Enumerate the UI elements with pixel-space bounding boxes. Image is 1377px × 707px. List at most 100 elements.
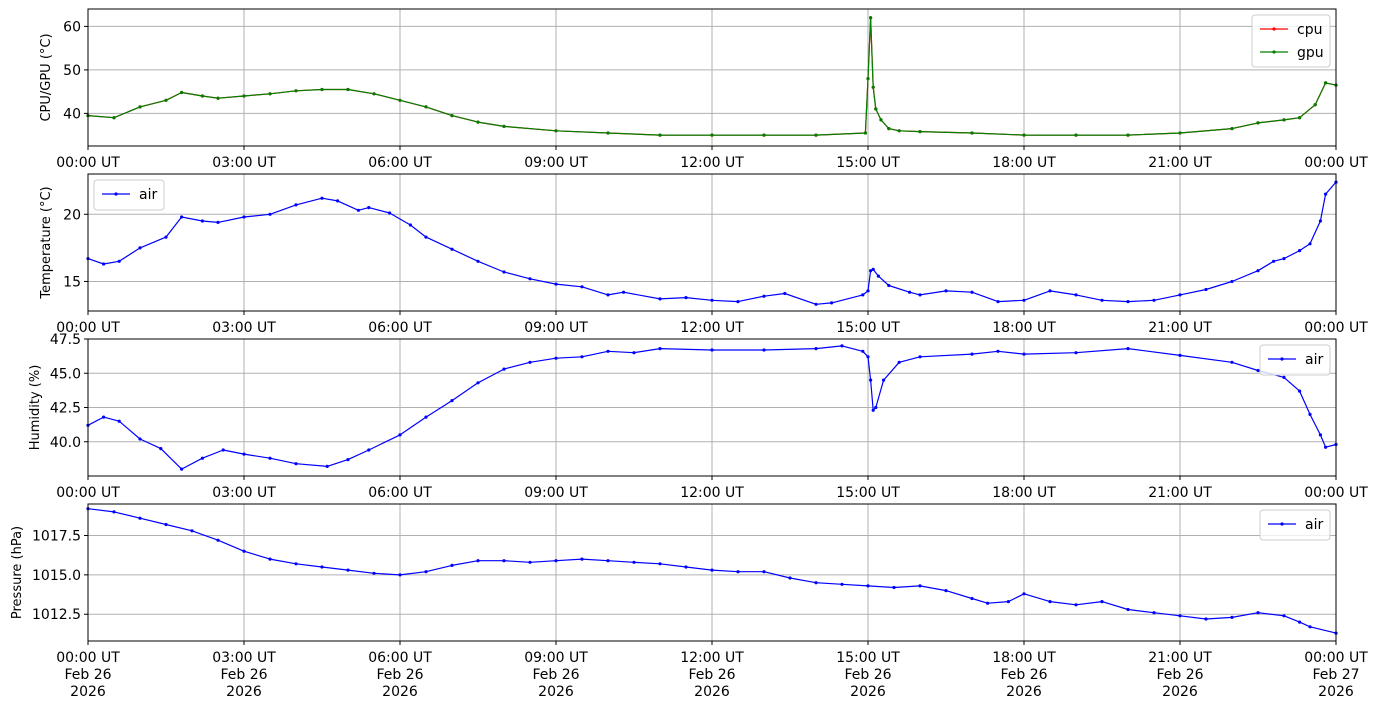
data-point (814, 302, 818, 306)
data-point (869, 378, 873, 382)
x-tick-label: 18:00 UT (992, 485, 1056, 501)
data-point (783, 291, 787, 296)
data-point (242, 215, 246, 219)
data-point (502, 270, 506, 274)
data-point (336, 199, 340, 203)
data-point (710, 348, 714, 352)
data-point (580, 355, 584, 359)
data-point (882, 378, 886, 382)
data-point (424, 235, 428, 239)
x-tick-label: 21:00 UT (1148, 650, 1212, 666)
data-point (346, 568, 350, 572)
data-point (200, 456, 204, 460)
x-tick-date-label: Feb 26 (532, 667, 579, 683)
data-point (216, 96, 220, 100)
x-tick-label: 15:00 UT (836, 485, 900, 501)
data-point (871, 85, 875, 89)
data-point (736, 300, 740, 304)
x-tick-label: 12:00 UT (680, 650, 744, 666)
data-point (1152, 298, 1156, 302)
x-tick-label: 09:00 UT (524, 155, 588, 171)
data-point (138, 437, 142, 441)
data-point (294, 89, 298, 93)
data-point (102, 415, 106, 419)
data-point (1256, 269, 1260, 273)
data-point (268, 557, 272, 561)
data-point (897, 129, 901, 133)
chart-panel-2: 00:00 UT 03:00 UT 06:00 UT 09:00 UT 12:00 UT… (39, 173, 1368, 336)
data-point (1204, 287, 1208, 292)
data-point (1178, 131, 1182, 135)
data-point (476, 381, 480, 385)
data-point (502, 124, 506, 128)
data-point (861, 293, 865, 297)
data-point (528, 277, 532, 281)
data-point (996, 349, 1000, 353)
x-tick-label: 15:00 UT (836, 155, 900, 171)
series-air (86, 180, 1338, 306)
data-point (450, 399, 454, 403)
data-point (159, 447, 163, 451)
legend-label: gpu (1297, 45, 1324, 61)
x-tick-year-label: 2026 (850, 684, 886, 700)
y-axis-label: Temperature (°C) (39, 186, 54, 299)
chart-panel-3: 00:00 UT 03:00 UT 06:00 UT 09:00 UT 12:00 UT… (28, 332, 1368, 501)
data-point (164, 522, 168, 527)
data-point (814, 581, 818, 585)
data-point (814, 347, 818, 351)
data-point (1282, 118, 1286, 122)
data-point (632, 351, 636, 355)
data-point (580, 285, 584, 289)
data-point (1282, 257, 1286, 261)
data-point (1298, 620, 1302, 624)
data-point (346, 458, 350, 462)
data-point (1022, 133, 1026, 137)
legend-swatch-marker (114, 192, 118, 196)
data-point (736, 570, 740, 574)
data-point (294, 562, 298, 566)
data-point (1256, 121, 1260, 125)
data-point (268, 92, 272, 96)
data-point (528, 360, 532, 364)
data-point (632, 560, 636, 564)
data-point (684, 296, 688, 300)
data-point (1100, 600, 1104, 604)
data-point (1298, 389, 1302, 393)
data-point (200, 94, 204, 98)
data-point (869, 269, 873, 273)
x-tick-label: 09:00 UT (524, 650, 588, 666)
data-point (908, 290, 912, 294)
data-point (138, 105, 142, 109)
x-tick-label: 18:00 UT (992, 320, 1056, 336)
data-point (622, 290, 626, 294)
data-point (554, 356, 558, 360)
data-point (580, 557, 584, 561)
data-point (268, 456, 272, 460)
data-point (367, 448, 371, 452)
data-point (887, 127, 891, 131)
data-point (200, 219, 204, 223)
x-tick-label: 06:00 UT (368, 650, 432, 666)
x-tick-year-label: 2026 (1162, 684, 1198, 700)
data-point (164, 235, 168, 239)
data-point (180, 215, 184, 219)
data-point (1204, 617, 1208, 621)
x-tick-date-label: Feb 26 (64, 667, 111, 683)
data-point (866, 77, 870, 81)
data-point (1126, 347, 1130, 351)
x-tick-date-label: Feb 26 (376, 667, 423, 683)
y-tick-label: 50 (63, 63, 81, 79)
x-tick-date-label: Feb 26 (688, 667, 735, 683)
data-point (554, 129, 558, 133)
data-point (294, 203, 298, 207)
y-axis-label: Humidity (%) (28, 365, 43, 451)
x-tick-label: 12:00 UT (680, 155, 744, 171)
data-point (112, 510, 116, 514)
x-tick-date-label: Feb 26 (1000, 667, 1047, 683)
y-axis-label: CPU/GPU (°C) (39, 33, 54, 121)
data-point (1230, 127, 1234, 131)
data-point (1230, 615, 1234, 620)
x-tick-label: 03:00 UT (212, 650, 276, 666)
legend: air (93, 179, 165, 211)
